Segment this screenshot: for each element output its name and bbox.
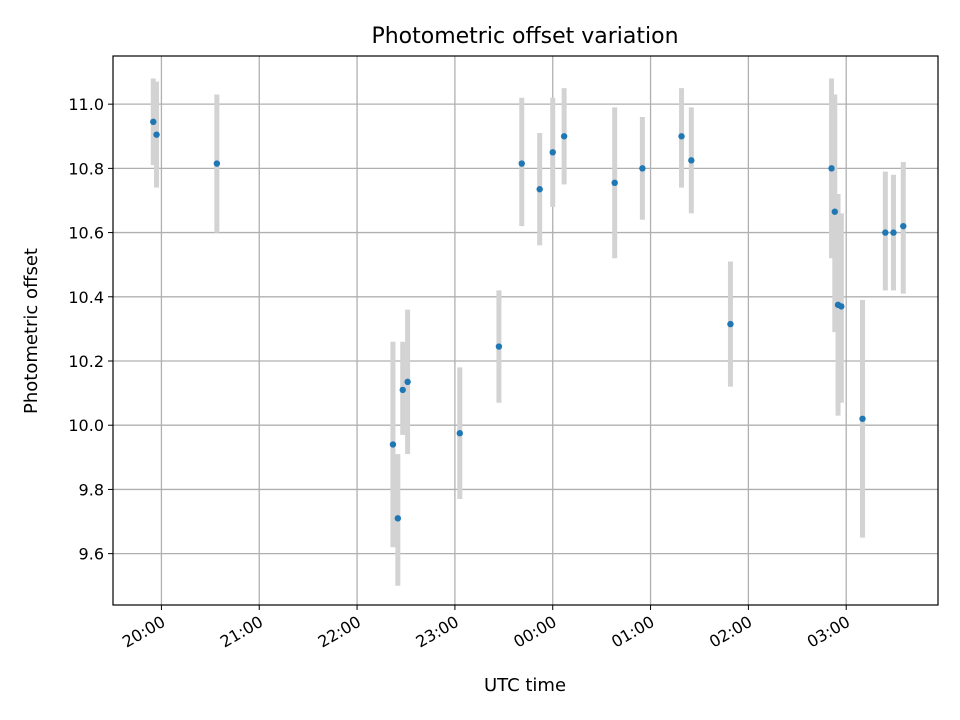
y-tick-label: 10.6 bbox=[68, 224, 104, 243]
data-point bbox=[389, 441, 397, 448]
data-point bbox=[518, 160, 525, 167]
y-tick-label: 10.0 bbox=[68, 416, 104, 435]
data-point bbox=[727, 320, 734, 328]
y-tick-label: 10.8 bbox=[68, 159, 104, 178]
y-tick-label: 9.8 bbox=[79, 480, 104, 499]
data-point bbox=[495, 343, 503, 350]
data-point bbox=[394, 515, 402, 522]
data-markers bbox=[150, 118, 907, 522]
data-point bbox=[536, 186, 543, 193]
data-point bbox=[838, 303, 845, 310]
y-tick-label: 10.4 bbox=[68, 288, 104, 307]
data-point bbox=[678, 133, 685, 140]
data-point bbox=[859, 415, 866, 422]
plot-frame bbox=[112, 55, 939, 606]
data-point bbox=[213, 160, 221, 167]
data-point bbox=[900, 222, 907, 230]
data-point bbox=[456, 430, 463, 437]
data-point bbox=[882, 229, 889, 236]
chart-title: Photometric offset variation bbox=[371, 24, 678, 49]
y-tick-label: 11.0 bbox=[68, 95, 104, 114]
y-tick-label: 10.2 bbox=[68, 352, 104, 371]
data-point bbox=[828, 165, 835, 172]
data-point bbox=[399, 386, 406, 394]
data-point bbox=[549, 149, 556, 156]
data-point bbox=[560, 133, 568, 140]
data-point bbox=[688, 157, 695, 164]
y-tick-label: 9.6 bbox=[79, 545, 104, 564]
data-point bbox=[150, 118, 157, 126]
y-axis-label: Photometric offset bbox=[21, 248, 42, 414]
data-point bbox=[611, 179, 618, 187]
data-point bbox=[831, 208, 838, 215]
x-axis-label: UTC time bbox=[484, 675, 566, 696]
data-point bbox=[639, 165, 646, 172]
grid bbox=[113, 56, 938, 605]
data-point bbox=[890, 229, 897, 236]
data-point bbox=[153, 131, 160, 138]
y-axis-ticks: 9.6 9.8 10.0 10.2 10.4 10.6 10.8 11.0 bbox=[68, 95, 113, 564]
data-point bbox=[404, 378, 411, 386]
